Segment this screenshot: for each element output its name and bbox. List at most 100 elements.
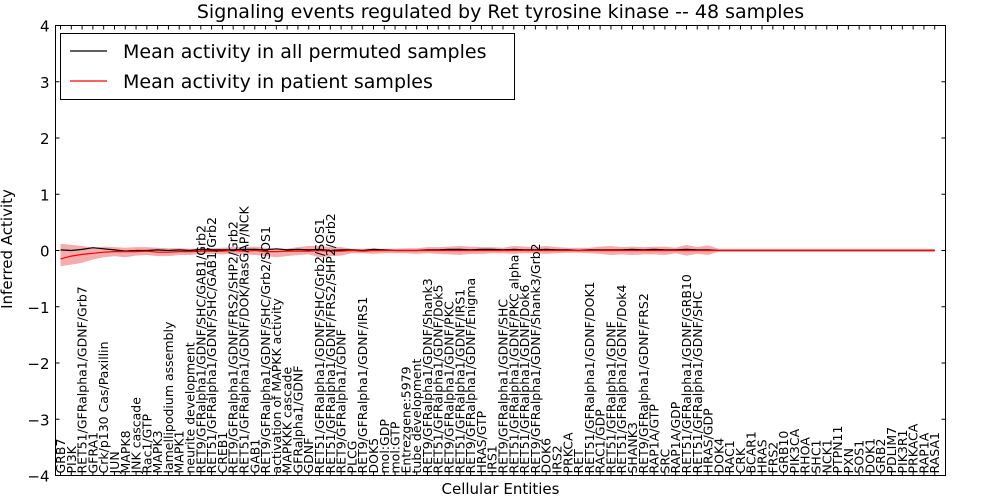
x-tick-label: RAC1: [722, 440, 737, 473]
x-tick-label: RET51/GFRalpha1/GDNF/DOK1: [582, 281, 597, 473]
x-tick-label: RET51/GFRalpha1/GDNF/FRS2/SHP2/Grb2: [323, 213, 338, 473]
chart-title: Signaling events regulated by Ret tyrosi…: [197, 1, 804, 23]
legend-label-permuted: Mean activity in all permuted samples: [123, 41, 486, 63]
x-tick-label: RET9/GFRalpha1/GDNF/FRS2: [636, 293, 651, 473]
x-tick-label: HRAS/GDP: [701, 408, 716, 474]
x-tick-label: RET9/GFRalpha1/GDNF/Shank3: [420, 278, 435, 473]
x-tick-label: RET9/GFRalpha1/GDNF/Enigma: [463, 278, 478, 474]
x-tick-label: RET9/GFRalpha1/GDNF/IRS1: [355, 297, 370, 474]
x-tick-label: RAC1/GDP: [593, 409, 608, 474]
x-tick-label: PTPN11: [830, 426, 845, 474]
x-tick-label: RET9/GFRalpha1/GDNF/PKC: [442, 301, 457, 474]
x-tick-label: GRB7: [53, 439, 68, 474]
y-tick-label: 1: [40, 186, 50, 204]
x-tick-label: SOS1: [852, 440, 867, 474]
y-tick-label: −1: [27, 299, 49, 317]
x-tick-layer: GRB7PI3KRET51/GFRalpha1/GDNF/Grb7GFRA1Cr…: [53, 25, 942, 476]
x-tick-label: RET51/GFRalpha1/GDNF/PKC alpha: [506, 255, 521, 474]
y-tick-label: 2: [40, 130, 50, 148]
x-tick-label: RET9/GFRalpha1/GDNF/SHC/GAB1/Grb2: [193, 225, 208, 474]
x-tick-label: GFRA1: [85, 432, 100, 474]
x-tick-label: IRS2: [550, 445, 565, 473]
y-tick-label: 3: [40, 74, 50, 92]
x-tick-label: GAB1: [247, 439, 262, 474]
y-axis-label: Inferred Activity: [0, 189, 16, 309]
x-tick-label: PDLIM7: [884, 427, 899, 474]
x-tick-label: PLCG: [344, 441, 359, 474]
x-tick-label: RET51/GFRalpha1/GDNF/IRS1: [452, 289, 467, 474]
legend: Mean activity in all permuted samples Me…: [60, 33, 515, 100]
x-tick-label: RAP1A/GTP: [647, 404, 662, 474]
x-tick-label: FRS2: [765, 442, 780, 474]
x-tick-label: activation of MAPKK activity: [269, 298, 284, 474]
x-tick-label: DOK5: [366, 438, 381, 474]
x-tick-label: RET51/GFRalpha1/GDNF/Dok5: [431, 285, 446, 474]
x-tick-label: SRC: [657, 449, 672, 474]
x-tick-label: GFRalpha1/GDNF: [290, 366, 305, 474]
x-tick-label: RHOA: [798, 437, 813, 474]
confidence-band: [60, 243, 935, 267]
x-tick-label: Entrezgene:5979: [398, 366, 413, 473]
x-tick-label: Crk/p130 Cas/Paxillin: [96, 341, 111, 473]
x-tick-label: RAP1A: [916, 432, 931, 473]
x-tick-label: HRAS: [755, 439, 770, 473]
x-tick-label: RET: [571, 449, 586, 474]
series-line-patient: [60, 249, 935, 260]
legend-box: [60, 33, 515, 100]
x-tick-label: PIK3CA: [787, 428, 802, 473]
x-tick-label: RET51/GFRalpha1/GDNF/Grb7: [75, 286, 90, 473]
x-tick-label: BCAR1: [744, 431, 759, 473]
x-tick-label: PI3K: [64, 445, 79, 473]
y-tick-label: −2: [27, 355, 49, 373]
x-tick-label: PIK3R1: [895, 429, 910, 473]
x-tick-label: RET51/GFRalpha1/GDNF/SHC/Grb2/SOS1: [312, 218, 327, 473]
x-tick-label: CRK: [733, 447, 748, 473]
x-tick-label: RET51/GFRalpha1/GDNF/SHC/GAB1/Grb2: [204, 217, 219, 473]
x-tick-label: JUN: [107, 451, 122, 474]
x-tick-label: DOK6: [539, 438, 554, 474]
y-tick-label: −4: [27, 468, 49, 486]
x-tick-label: GRB2: [873, 439, 888, 474]
x-tick-label: MAPK1: [172, 430, 187, 473]
x-tick-label: SHANK3: [625, 422, 640, 473]
x-tick-label: PRKACA: [906, 423, 921, 473]
x-tick-label: GDNF: [301, 438, 316, 474]
x-tick-label: IRS1: [485, 445, 500, 473]
x-tick-label: tube development: [409, 359, 424, 474]
x-tick-label: RET51/GFRalpha1/GDNF/SHC: [690, 291, 705, 474]
x-tick-label: CREB1: [215, 432, 230, 474]
x-tick-label: NCK1: [819, 439, 834, 473]
x-tick-label: neurite development: [183, 342, 198, 473]
plot-area-frame: [55, 25, 946, 476]
x-tick-label: RET9/GFRalpha1/GDNF: [334, 329, 349, 473]
x-tick-label: RET51/GFRalpha1/GDNF/Dok6: [517, 284, 532, 473]
x-tick-label: RET51/GFRalpha1/GDNF/GRB10: [679, 274, 694, 473]
y-tick-layer: −4 −3 −2 −1 0 1 2 3 4: [27, 18, 946, 486]
x-tick-label: RET9/GFRalpha1/GDNF/Shank3/Grb2: [528, 243, 543, 473]
x-tick-label: RET9/GFRalpha1/GDNF/SHC: [496, 299, 511, 474]
y-tick-label: 0: [40, 243, 50, 261]
x-tick-label: RET51/GFRalpha1/GDNF/DOK/RasGAP/NCK: [237, 205, 252, 473]
x-tick-label: RASA1: [927, 432, 942, 473]
x-tick-label: Rac1/GTP: [139, 414, 154, 474]
x-tick-label: RET51/GFRalpha1/GDNF/Dok4: [614, 284, 629, 473]
x-tick-label: GRB10: [776, 431, 791, 474]
x-axis-label: Cellular Entities: [442, 480, 560, 498]
x-tick-label: MAPKKK cascade: [280, 367, 295, 474]
x-tick-label: RET9/GFRalpha1/GDNF/SHC/Grb2/SOS1: [258, 226, 273, 473]
x-tick-label: PRKCA: [560, 432, 575, 473]
y-tick-label: 4: [40, 18, 50, 36]
series-line-layer: [60, 247, 935, 260]
x-tick-label: DOK1: [863, 438, 878, 474]
x-tick-label: DOK4: [711, 438, 726, 474]
x-tick-label: MAPK8: [118, 430, 133, 473]
legend-label-patient: Mean activity in patient samples: [123, 71, 433, 93]
confidence-band-layer: [60, 243, 935, 267]
x-tick-label: PXN: [841, 448, 856, 473]
x-tick-label: mol:GTP: [388, 421, 403, 473]
x-tick-label: RAP1A/GDP: [668, 401, 683, 473]
x-tick-label: mol:GDP: [377, 419, 392, 474]
x-tick-label: HRAS/GTP: [474, 410, 489, 473]
y-tick-label: −3: [27, 411, 49, 429]
